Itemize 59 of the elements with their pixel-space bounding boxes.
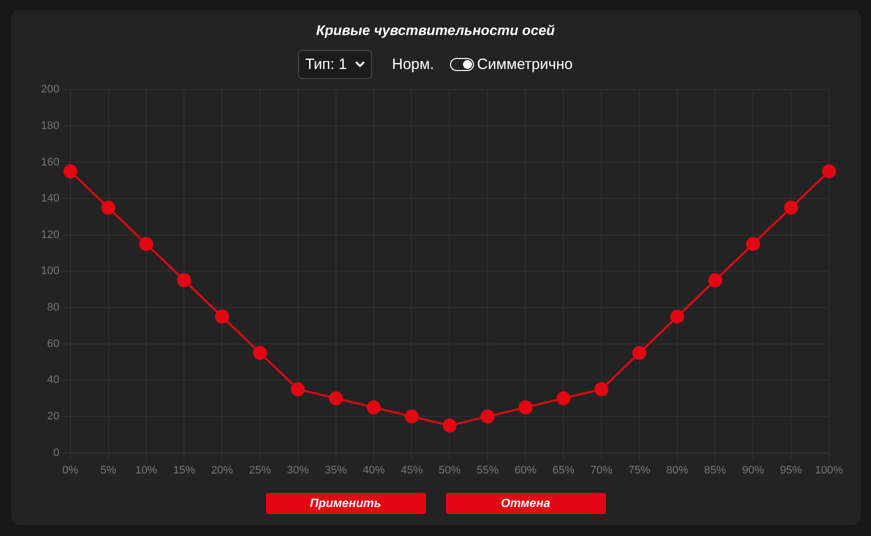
point xyxy=(63,164,78,178)
point xyxy=(556,391,570,406)
y-tick-label: 80 xyxy=(47,302,60,314)
y-tick-label: 140 xyxy=(40,192,60,205)
x-tick-label: 85% xyxy=(704,464,726,476)
dropdown-select: Тип: 1 xyxy=(298,50,372,79)
x-tick-label: 35% xyxy=(324,464,348,476)
x-tick-label: 80% xyxy=(666,464,688,476)
x-tick-label: 95% xyxy=(780,464,802,476)
chart-title: Кривые чувствительности осей xyxy=(315,22,556,38)
point xyxy=(822,164,836,178)
y-tick-label: 160 xyxy=(40,156,60,168)
text: Применить xyxy=(266,493,426,514)
x-tick-label: 90% xyxy=(742,464,764,476)
x-tick-label: 25% xyxy=(249,464,272,476)
y-tick-label: 20 xyxy=(47,410,60,423)
x-tick-label: 65% xyxy=(552,464,575,476)
x-tick-label: 50% xyxy=(438,464,461,476)
text: Отмена xyxy=(446,493,606,514)
y-tick-label: 120 xyxy=(40,228,60,241)
text: Симметрично xyxy=(476,56,573,73)
x-tick-label: 60% xyxy=(514,464,537,476)
point xyxy=(253,346,268,360)
point xyxy=(708,273,722,288)
point xyxy=(404,409,419,424)
y-tick-label: 180 xyxy=(40,120,60,132)
point xyxy=(290,382,305,396)
point xyxy=(784,200,798,215)
x-tick-label: 100% xyxy=(814,464,844,476)
x-tick-label: 75% xyxy=(628,464,651,476)
point xyxy=(480,409,495,424)
point xyxy=(670,310,684,324)
point xyxy=(328,391,343,406)
point xyxy=(366,400,381,414)
y-tick-label: 60 xyxy=(47,338,60,350)
point xyxy=(101,200,116,215)
y-tick-label: 100 xyxy=(40,265,60,278)
x-tick-label: 30% xyxy=(286,464,310,476)
x-tick-label: 10% xyxy=(135,464,158,476)
x-tick-label: 55% xyxy=(476,464,499,476)
point xyxy=(518,400,533,414)
y-tick-label: 40 xyxy=(47,374,60,386)
point xyxy=(632,346,646,360)
x-tick-label: 15% xyxy=(173,464,196,476)
point xyxy=(177,273,192,288)
x-tick-label: 20% xyxy=(211,464,234,476)
y-tick-label: 200 xyxy=(40,84,60,96)
x-tick-label: 70% xyxy=(590,464,613,476)
point xyxy=(442,418,457,433)
x-tick-label: 0% xyxy=(62,464,79,476)
x-tick-label: 5% xyxy=(100,464,116,476)
point xyxy=(594,382,608,396)
point xyxy=(746,236,760,251)
point xyxy=(215,310,230,324)
text: Норм. xyxy=(392,56,434,73)
point xyxy=(139,236,154,251)
x-tick-label: 40% xyxy=(362,464,386,476)
y-tick-label: 0 xyxy=(53,446,60,459)
x-tick-label: 45% xyxy=(400,464,423,476)
